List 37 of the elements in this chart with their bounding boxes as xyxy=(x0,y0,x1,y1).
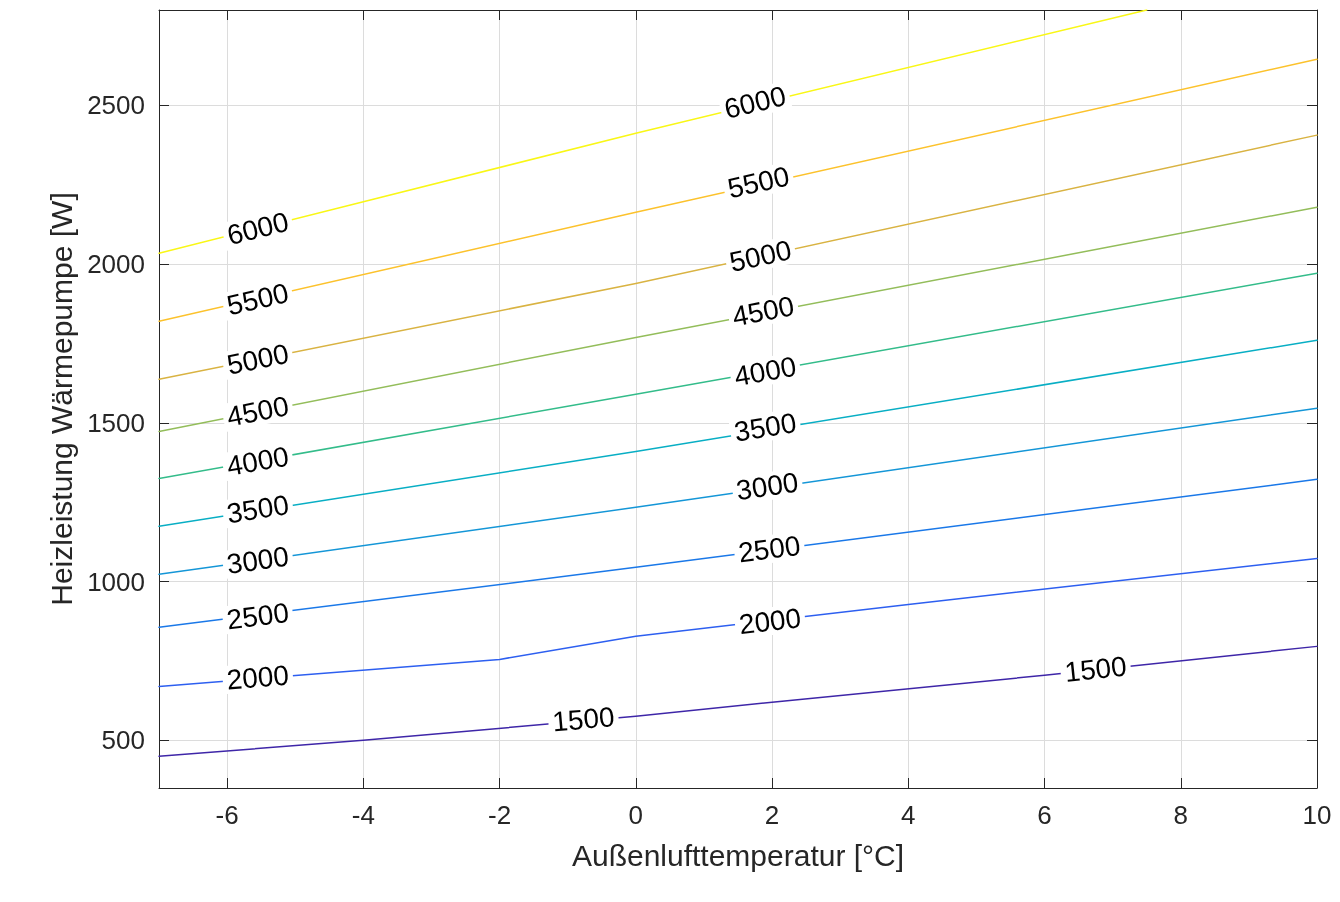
x-tick-label: 0 xyxy=(628,800,644,830)
annotation: 1500 xyxy=(551,701,616,738)
annotation: 3000 xyxy=(734,466,801,507)
annotation: 6000 xyxy=(223,205,292,252)
y-tick-label: 1000 xyxy=(87,566,145,597)
annotation: 3000 xyxy=(224,540,291,580)
annotation: 4000 xyxy=(224,440,292,482)
annotation: 5500 xyxy=(223,277,292,322)
y-tick-label: 2000 xyxy=(87,249,145,280)
annotation: 3500 xyxy=(224,489,291,530)
y-axis-title: Heizleistung Wärmepumpe [W] xyxy=(44,192,78,606)
y-tick-label: 2500 xyxy=(87,90,145,121)
x-tick-label: 4 xyxy=(901,800,916,830)
x-tick-label: -4 xyxy=(351,800,375,830)
y-tick-label: 500 xyxy=(101,725,145,756)
annotation: 5000 xyxy=(726,234,795,278)
annotation: 5500 xyxy=(724,160,793,205)
annotation: 1500 xyxy=(1063,650,1129,688)
annotation: 2500 xyxy=(224,596,291,636)
annotation: 2000 xyxy=(225,659,291,696)
line-series xyxy=(158,645,1318,757)
y-tick-label: 1500 xyxy=(87,407,145,438)
annotation: 5000 xyxy=(224,337,292,381)
x-tick-label: 6 xyxy=(1037,800,1052,830)
annotation: 2500 xyxy=(736,529,803,569)
x-tick-label: 2 xyxy=(764,800,780,830)
annotation: 4500 xyxy=(224,390,292,433)
annotation: 6000 xyxy=(721,80,789,125)
x-tick-label: -2 xyxy=(488,800,512,830)
x-tick-label: -6 xyxy=(215,800,239,830)
annotation: 3500 xyxy=(732,406,799,448)
x-axis-title: Außenlufttemperatur [°C] xyxy=(571,838,905,872)
annotation: 4500 xyxy=(729,290,797,333)
annotation: 2000 xyxy=(737,602,803,641)
x-tick-label: 8 xyxy=(1173,800,1188,830)
x-tick-label: 10 xyxy=(1302,800,1332,830)
annotation: 4000 xyxy=(731,350,799,393)
